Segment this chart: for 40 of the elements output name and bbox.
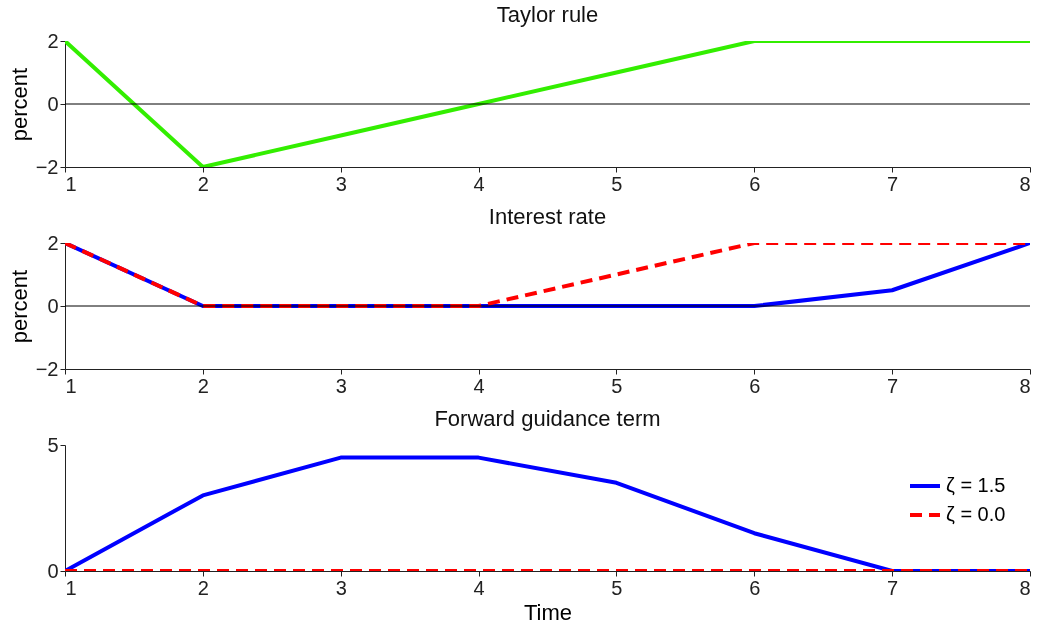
x-tick-label: 1 [65,576,77,599]
x-tick-label: 7 [887,374,899,397]
chart-title: Forward guidance term [434,406,661,431]
x-tick-label: 1 [65,172,77,195]
chart-title: Taylor rule [496,2,599,27]
y-tick-label: 0 [47,294,59,317]
x-tick-label: 3 [335,576,347,599]
y-tick-label: 0 [47,559,59,582]
x-tick-label: 3 [335,374,347,397]
x-tick-label: 5 [611,172,623,195]
x-tick-label: 6 [749,374,761,397]
y-tick-label: −2 [35,357,59,380]
y-tick-label: 2 [47,231,59,254]
x-tick-label: 2 [197,576,209,599]
y-tick-label: 0 [47,92,59,115]
legend-label: ζ = 1.5 [946,474,1006,496]
chart-title: Interest rate [488,204,607,229]
x-tick-label: 4 [473,576,485,599]
x-tick-label: 5 [611,374,623,397]
y-tick-label: 2 [47,29,59,52]
x-tick-label: 8 [1019,374,1031,397]
x-tick-label: 2 [197,374,209,397]
x-axis-title: Time [523,599,573,625]
y-axis-title: percent [6,67,32,142]
legend-label: ζ = 0.0 [946,503,1006,525]
x-tick-label: 3 [335,172,347,195]
x-tick-label: 4 [473,374,485,397]
x-tick-label: 1 [65,374,77,397]
x-tick-label: 8 [1019,576,1031,599]
x-tick-label: 5 [611,576,623,599]
x-tick-label: 6 [749,172,761,195]
x-tick-label: 7 [887,172,899,195]
y-axis-title: percent [6,269,32,344]
y-tick-label: −2 [35,155,59,178]
x-tick-label: 6 [749,576,761,599]
y-tick-label: 5 [47,433,59,456]
x-tick-label: 4 [473,172,485,195]
x-tick-label: 7 [887,576,899,599]
x-tick-label: 2 [197,172,209,195]
x-tick-label: 8 [1019,172,1031,195]
